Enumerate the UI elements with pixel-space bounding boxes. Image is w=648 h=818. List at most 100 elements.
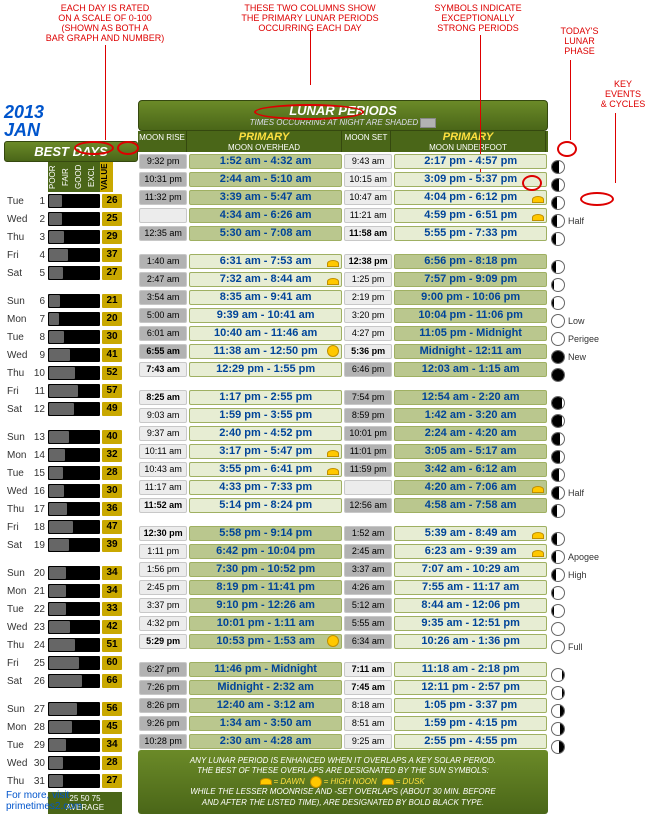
day-row: Sat1939 <box>4 536 138 554</box>
callout-phase: TODAY'SLUNARPHASE <box>552 27 607 57</box>
lunar-subtitle: TIMES OCCURRING AT NIGHT ARE SHADED <box>250 118 419 127</box>
phase-row: New <box>551 348 644 366</box>
day-row: Sun2756 <box>4 700 138 718</box>
day-row: Fri437 <box>4 246 138 264</box>
phase-row: Half <box>551 484 644 502</box>
day-row: Sun2034 <box>4 564 138 582</box>
bestdays-header: BEST DAYS <box>4 141 138 162</box>
day-row: Tue2233 <box>4 600 138 618</box>
year: 2013 <box>4 102 44 122</box>
phase-row <box>551 448 644 466</box>
footer-note: ANY LUNAR PERIOD IS ENHANCED WHEN IT OVE… <box>138 750 548 814</box>
moon-phase-icon <box>551 314 565 328</box>
moon-phase-icon <box>551 232 565 246</box>
phase-row: Low <box>551 312 644 330</box>
rating-header: POOR FAIR GOOD EXCL VALUE <box>48 162 113 192</box>
day-row: Tue2934 <box>4 736 138 754</box>
phase-row <box>551 530 644 548</box>
moon-phase-icon <box>551 160 565 174</box>
moon-phase-icon <box>551 568 565 582</box>
moon-phase-icon <box>551 432 565 446</box>
right-panel: HalfLowPerigeeNewHalfApogeeHighFull <box>548 100 644 756</box>
day-row: Thu2451 <box>4 636 138 654</box>
phase-row: Full <box>551 638 644 656</box>
phase-row <box>551 502 644 520</box>
phase-row <box>551 394 644 412</box>
lunar-row: 10:31 pm2:44 am - 5:10 am10:15 am3:09 pm… <box>138 170 548 188</box>
moon-phase-icon <box>551 414 565 428</box>
lunar-row: 9:32 pm1:52 am - 4:32 am9:43 am2:17 pm -… <box>138 152 548 170</box>
lunar-row: 10:11 am3:17 pm - 5:47 pm11:01 pm3:05 am… <box>138 442 548 460</box>
day-row: Wed225 <box>4 210 138 228</box>
lunar-row: 8:26 pm12:40 am - 3:12 am8:18 am1:05 pm … <box>138 696 548 714</box>
moon-phase-icon <box>551 686 565 700</box>
moon-phase-icon <box>551 604 565 618</box>
lunar-row: 3:54 am8:35 am - 9:41 am2:19 pm9:00 pm -… <box>138 288 548 306</box>
day-row: Fri1157 <box>4 382 138 400</box>
moon-phase-icon <box>551 178 565 192</box>
phase-row <box>551 702 644 720</box>
lunar-row: 10:28 pm2:30 am - 4:28 am9:25 am2:55 pm … <box>138 732 548 750</box>
moon-phase-icon <box>551 350 565 364</box>
lunar-row: 12:30 pm5:58 pm - 9:14 pm1:52 am5:39 am … <box>138 524 548 542</box>
lunar-row: 9:26 pm1:34 am - 3:50 am8:51 am1:59 pm -… <box>138 714 548 732</box>
lunar-row: 7:26 pmMidnight - 2:32 am7:45 am12:11 pm… <box>138 678 548 696</box>
day-row: Tue126 <box>4 192 138 210</box>
phase-row <box>551 584 644 602</box>
phase-row <box>551 738 644 756</box>
lunar-row: 2:47 am7:32 am - 8:44 am1:25 pm7:57 pm -… <box>138 270 548 288</box>
lunar-row: 1:56 pm7:30 pm - 10:52 pm3:37 am7:07 am … <box>138 560 548 578</box>
day-row: Wed3028 <box>4 754 138 772</box>
lunar-row: 7:43 am12:29 pm - 1:55 pm6:46 pm12:03 am… <box>138 360 548 378</box>
day-row: Mon1432 <box>4 446 138 464</box>
phase-row <box>551 176 644 194</box>
moon-phase-icon <box>551 368 565 382</box>
day-row: Wed1630 <box>4 482 138 500</box>
day-row: Sat1249 <box>4 400 138 418</box>
phase-row <box>551 276 644 294</box>
moon-phase-icon <box>551 468 565 482</box>
phase-row <box>551 620 644 638</box>
callout-events: KEYEVENTS& CYCLES <box>598 80 648 110</box>
phase-row <box>551 684 644 702</box>
moon-phase-icon <box>551 586 565 600</box>
lunar-row: 8:25 am1:17 pm - 2:55 pm7:54 pm12:54 am … <box>138 388 548 406</box>
lunar-row: 9:37 am2:40 pm - 4:52 pm10:01 pm2:24 am … <box>138 424 548 442</box>
phase-row <box>551 230 644 248</box>
moon-phase-icon <box>551 704 565 718</box>
moon-phase-icon <box>551 668 565 682</box>
day-row: Mon2134 <box>4 582 138 600</box>
lunar-row: 11:32 pm3:39 am - 5:47 am10:47 am4:04 pm… <box>138 188 548 206</box>
day-row: Wed2342 <box>4 618 138 636</box>
day-row: Thu329 <box>4 228 138 246</box>
day-row: Sat2666 <box>4 672 138 690</box>
phase-row <box>551 258 644 276</box>
moon-phase-icon <box>551 450 565 464</box>
day-row: Thu1052 <box>4 364 138 382</box>
phase-row <box>551 412 644 430</box>
moon-phase-icon <box>551 640 565 654</box>
lunar-panel: LUNAR PERIODS TIMES OCCURRING AT NIGHT A… <box>138 100 548 814</box>
lunar-row: 1:11 pm6:42 pm - 10:04 pm2:45 am6:23 am … <box>138 542 548 560</box>
day-row: Mon720 <box>4 310 138 328</box>
moon-phase-icon <box>551 486 565 500</box>
day-row: Mon2845 <box>4 718 138 736</box>
moon-phase-icon <box>551 278 565 292</box>
moon-phase-icon <box>551 722 565 736</box>
moon-phase-icon <box>551 196 565 210</box>
day-row: Wed941 <box>4 346 138 364</box>
phase-row: Half <box>551 212 644 230</box>
day-row: Tue1528 <box>4 464 138 482</box>
lunar-row: 2:45 pm8:19 pm - 11:41 pm4:26 am7:55 am … <box>138 578 548 596</box>
moon-phase-icon <box>551 550 565 564</box>
moon-phase-icon <box>551 332 565 346</box>
phase-row <box>551 602 644 620</box>
footer-link: For more, visitprimetimes2.com <box>6 790 82 812</box>
moon-phase-icon <box>551 532 565 546</box>
lunar-row: 6:01 am10:40 am - 11:46 am4:27 pm11:05 p… <box>138 324 548 342</box>
lunar-row: 4:34 am - 6:26 am11:21 am4:59 pm - 6:51 … <box>138 206 548 224</box>
phase-row <box>551 666 644 684</box>
phase-row: Perigee <box>551 330 644 348</box>
day-row: Tue830 <box>4 328 138 346</box>
lunar-row: 1:40 am6:31 am - 7:53 am12:38 pm6:56 pm … <box>138 252 548 270</box>
